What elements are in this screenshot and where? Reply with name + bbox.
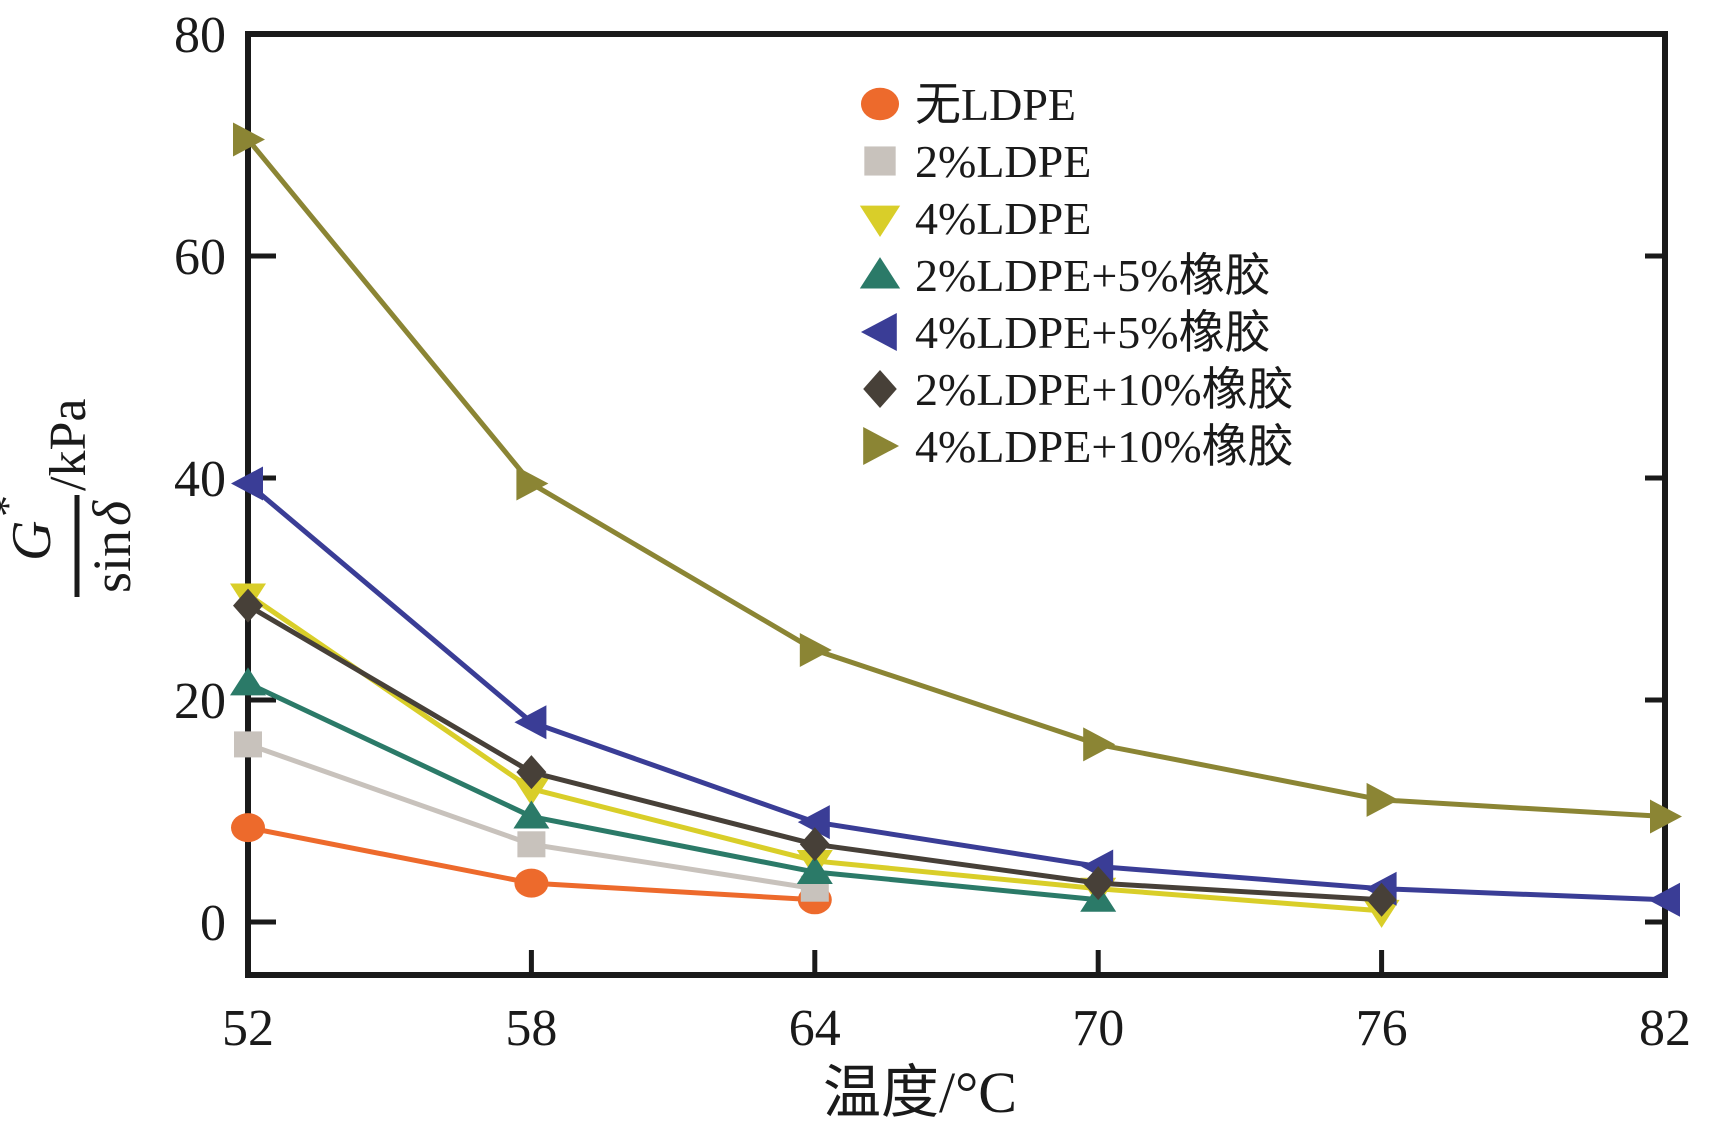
ylabel-numerator-superscript: *	[0, 495, 32, 517]
legend-item: 4%LDPE	[859, 193, 1091, 244]
legend-label: 无LDPE	[915, 79, 1076, 130]
y-tick-label: 20	[174, 673, 226, 730]
data-point-marker	[233, 588, 263, 623]
tick-labels: 0 20 40 60 80 52 58 64 70 76 82	[174, 7, 1691, 1057]
data-point-marker	[514, 705, 547, 740]
data-point-marker	[799, 827, 830, 862]
series-6	[233, 588, 1397, 917]
legend-label: 4%LDPE+10%橡胶	[915, 421, 1294, 472]
data-point-marker	[1083, 727, 1116, 762]
data-point-marker	[516, 755, 547, 790]
series-7	[233, 122, 1682, 834]
data-point-marker	[231, 466, 263, 501]
legend-marker	[863, 369, 897, 409]
legend-item: 2%LDPE	[864, 136, 1091, 187]
data-point-marker	[230, 667, 266, 696]
legend-label: 4%LDPE	[915, 193, 1091, 244]
legend-label: 2%LDPE+10%橡胶	[915, 364, 1294, 415]
ylabel-numerator: G	[1, 521, 63, 561]
data-point-marker	[796, 856, 833, 885]
data-point-marker	[1650, 799, 1682, 834]
legend-item: 无LDPE	[860, 79, 1076, 130]
y-tick-label: 40	[174, 451, 226, 508]
legend-label: 2%LDPE	[915, 136, 1091, 187]
legend-item: 4%LDPE+5%橡胶	[860, 307, 1271, 358]
series-5	[231, 466, 1680, 917]
legend-marker	[864, 146, 896, 176]
series-layer	[230, 122, 1682, 928]
legend-item: 2%LDPE+10%橡胶	[863, 364, 1294, 415]
data-point-marker	[797, 805, 830, 840]
y-axis-title: G * sin δ /kPa	[0, 399, 142, 597]
series-line	[246, 681, 1099, 903]
x-tick-label: 70	[1072, 1000, 1124, 1057]
plot-frame	[245, 31, 1668, 978]
x-tick-label: 52	[222, 1000, 274, 1057]
legend-label: 2%LDPE+5%橡胶	[915, 250, 1271, 301]
ylabel-unit: /kPa	[40, 399, 97, 491]
legend-marker	[860, 87, 900, 121]
series-line	[246, 481, 1666, 903]
series-line	[246, 137, 1666, 820]
data-point-marker	[513, 800, 550, 829]
data-point-marker	[517, 831, 546, 858]
data-point-marker	[231, 813, 265, 843]
x-axis-title: 温度/°C	[823, 1060, 1017, 1125]
data-point-marker	[233, 122, 265, 157]
data-point-marker	[514, 868, 549, 898]
series-4	[230, 667, 1117, 912]
x-tick-label: 64	[789, 1000, 841, 1057]
y-tick-label: 0	[200, 895, 226, 952]
legend: 无LDPE 2%LDPE 4%LDPE 2%LDPE+5%橡胶 4%LDPE+5%橡胶 2…	[859, 79, 1294, 472]
series-2	[234, 731, 829, 902]
data-point-marker	[234, 731, 262, 758]
x-tick-label: 82	[1639, 1000, 1691, 1057]
x-tick-label: 58	[505, 1000, 557, 1057]
legend-label: 4%LDPE+5%橡胶	[915, 307, 1271, 358]
x-tick-label: 76	[1356, 1000, 1408, 1057]
legend-item: 2%LDPE+5%橡胶	[859, 250, 1271, 301]
legend-marker	[860, 312, 897, 352]
data-point-marker	[799, 633, 832, 668]
legend-item: 4%LDPE+10%橡胶	[863, 421, 1294, 472]
y-tick-label: 60	[174, 229, 226, 286]
y-tick-label: 80	[174, 7, 226, 64]
legend-marker	[863, 426, 900, 466]
data-point-marker	[1366, 782, 1399, 817]
ylabel-denominator-fn: sin	[82, 530, 142, 593]
data-point-marker	[516, 466, 549, 501]
legend-marker	[859, 257, 901, 289]
data-point-marker	[1648, 882, 1680, 917]
legend-marker	[859, 205, 901, 238]
ylabel-denominator-arg: δ	[82, 500, 142, 526]
data-point-marker	[513, 777, 550, 806]
data-point-marker	[1366, 882, 1397, 917]
data-point-marker	[1083, 866, 1114, 901]
